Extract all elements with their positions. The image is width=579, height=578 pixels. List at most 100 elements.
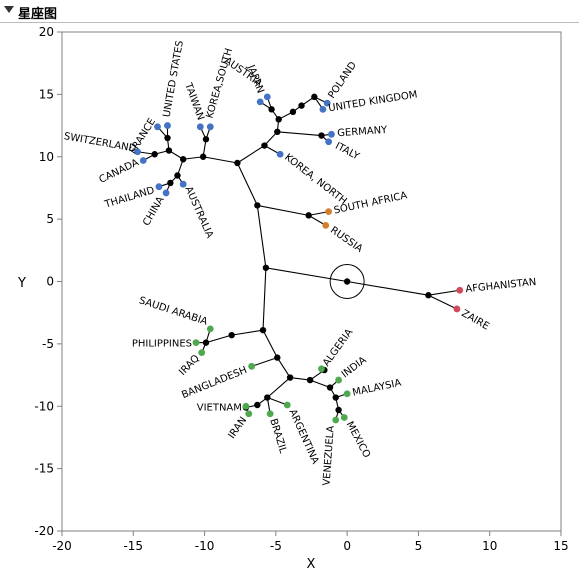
tree-edge: [231, 329, 264, 336]
panel-title: 星座图: [18, 7, 58, 22]
leaf-point[interactable]: [322, 221, 330, 229]
internal-node: [254, 202, 261, 209]
internal-node: [261, 142, 268, 149]
internal-node: [202, 339, 210, 346]
leaf-point[interactable]: [196, 123, 204, 131]
y-tick-label: 20: [39, 25, 54, 39]
internal-node: [275, 116, 282, 123]
x-axis-ticks: -20 -15 -10 -5 0 5 10 15: [52, 531, 569, 553]
leaf-point[interactable]: [134, 148, 141, 156]
tree-edge: [205, 334, 232, 344]
panel-header: 星座图: [0, 0, 579, 24]
internal-node: [274, 354, 281, 361]
tree-edge: [203, 156, 238, 164]
internal-node: [335, 406, 342, 414]
leaf-point[interactable]: [179, 180, 187, 188]
leaf-point[interactable]: [276, 150, 284, 158]
leaf-point[interactable]: [192, 339, 200, 347]
internal-node: [332, 394, 339, 401]
tree-edge: [262, 329, 278, 358]
y-tick-label: 5: [46, 212, 54, 226]
leaf-point[interactable]: [206, 325, 214, 333]
y-tick-label: 10: [39, 150, 54, 164]
x-axis-title: X: [307, 557, 316, 572]
internal-node: [167, 179, 174, 187]
leaf-point[interactable]: [155, 183, 163, 191]
leaf-point[interactable]: [323, 99, 331, 107]
leaf-point[interactable]: [283, 401, 291, 409]
internal-node: [254, 401, 261, 409]
internal-node: [264, 394, 271, 401]
tree-edge: [257, 204, 309, 216]
leaf-label: VIETNAM: [197, 402, 242, 413]
root-node-group[interactable]: [329, 264, 365, 299]
tree-edge: [276, 357, 291, 378]
leaf-point[interactable]: [248, 362, 256, 370]
leaf-point[interactable]: [343, 390, 351, 398]
leaf-point[interactable]: [453, 305, 461, 313]
internal-node: [306, 376, 314, 384]
x-tick-label: -15: [123, 539, 143, 553]
internal-node: [286, 374, 294, 381]
leaf-label: PHILIPPINES: [132, 339, 192, 350]
leaf-point[interactable]: [325, 208, 333, 216]
x-tick-label: 15: [553, 539, 568, 553]
leaf-label: GERMANY: [337, 125, 389, 140]
internal-node: [318, 132, 325, 139]
leaf-point[interactable]: [198, 349, 206, 357]
internal-node: [259, 326, 267, 334]
leaf-nodes[interactable]: [134, 93, 464, 424]
leaf-point[interactable]: [242, 402, 250, 410]
tree-edge: [265, 267, 348, 283]
y-axis-title: Y: [17, 276, 26, 291]
x-tick-label: -10: [195, 539, 215, 553]
internal-node: [268, 106, 275, 113]
leaf-point[interactable]: [139, 157, 147, 164]
internal-node: [228, 331, 235, 339]
tree-edge: [236, 162, 258, 206]
internal-node: [262, 264, 270, 271]
leaf-point[interactable]: [319, 105, 327, 113]
internal-node: [234, 159, 241, 167]
internal-node: [174, 172, 181, 179]
leaf-point[interactable]: [456, 286, 464, 294]
leaf-point[interactable]: [328, 130, 335, 138]
tree-edge: [290, 377, 311, 381]
tree-edge: [428, 294, 458, 310]
internal-node: [179, 156, 187, 163]
plot-frame: [61, 31, 562, 532]
tree-edge: [347, 280, 429, 296]
root-selection-circle[interactable]: [329, 264, 365, 299]
leaf-point[interactable]: [325, 138, 333, 146]
tree-edge: [309, 379, 331, 389]
collapse-triangle-icon[interactable]: [4, 6, 14, 13]
tree-edge: [428, 289, 460, 296]
leaf-point[interactable]: [154, 123, 161, 131]
internal-node: [298, 102, 305, 109]
leaf-point[interactable]: [206, 123, 214, 131]
y-tick-label: 15: [39, 87, 54, 101]
internal-node: [202, 136, 210, 143]
root-node[interactable]: [343, 278, 351, 285]
leaf-point[interactable]: [318, 365, 325, 373]
y-tick-label: 0: [46, 275, 54, 289]
leaf-point[interactable]: [162, 189, 170, 197]
leaf-point[interactable]: [340, 414, 348, 421]
x-tick-label: 10: [482, 539, 497, 553]
internal-node: [274, 128, 281, 135]
x-tick-label: -20: [52, 539, 72, 553]
y-tick-label: -15: [34, 462, 54, 476]
leaf-point[interactable]: [263, 93, 271, 101]
leaf-point[interactable]: [335, 376, 342, 384]
leaf-point[interactable]: [256, 98, 264, 106]
leaf-point[interactable]: [245, 410, 253, 418]
panel-header-rule: [0, 22, 579, 23]
leaf-point[interactable]: [266, 410, 274, 418]
tree-edge: [277, 131, 322, 137]
internal-node: [311, 93, 318, 101]
leaf-point[interactable]: [164, 122, 171, 129]
leaf-point[interactable]: [332, 416, 340, 424]
y-tick-label: -5: [42, 337, 54, 351]
y-tick-label: -20: [34, 524, 54, 538]
